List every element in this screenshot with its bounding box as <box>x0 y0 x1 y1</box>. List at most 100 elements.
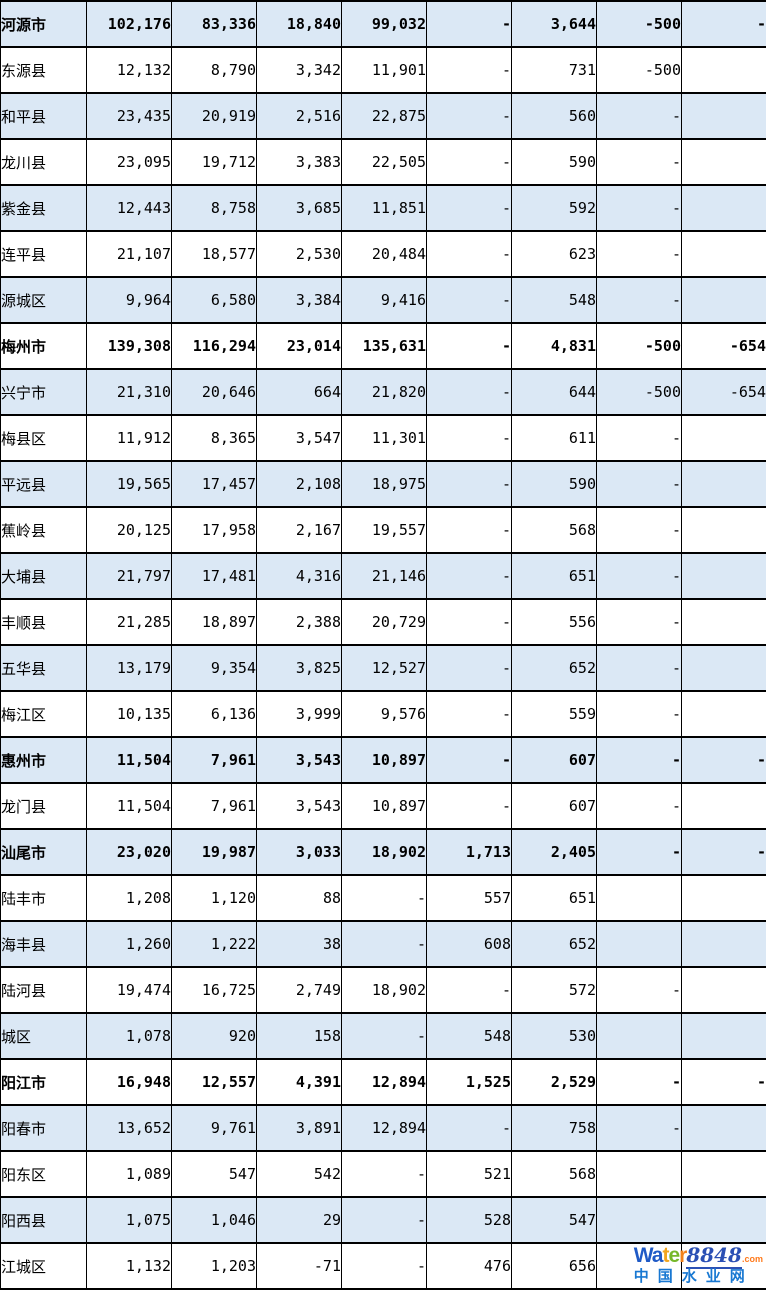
value-cell: 568 <box>511 506 597 554</box>
region-name-cell: 紫金县 <box>0 184 87 232</box>
region-name-cell: 城区 <box>0 1012 87 1060</box>
value-cell: 560 <box>511 92 597 140</box>
table-row: 龙川县 23,095 19,712 3,383 22,505-590- <box>0 138 766 186</box>
value-cell: 1,203 <box>171 1242 257 1290</box>
value-cell: 21,146 <box>341 552 427 600</box>
table-row: 五华县 13,179 9,354 3,825 12,527-652- <box>0 644 766 692</box>
value-cell: -500 <box>596 46 682 94</box>
region-name-cell: 陆河县 <box>0 966 87 1014</box>
value-cell: 17,958 <box>171 506 257 554</box>
value-cell: 11,912 <box>86 414 172 462</box>
table-row: 连平县 21,107 18,577 2,530 20,484-623- <box>0 230 766 278</box>
value-cell <box>681 920 766 968</box>
value-cell: 3,891 <box>256 1104 342 1152</box>
value-cell <box>681 966 766 1014</box>
value-cell: 644 <box>511 368 597 416</box>
table-row: 东源县 12,132 8,790 3,342 11,901-731 -500 <box>0 46 766 94</box>
value-cell: 12,527 <box>341 644 427 692</box>
value-cell: 99,032 <box>341 0 427 48</box>
region-name-cell: 梅州市 <box>0 322 87 370</box>
value-cell: 2,529 <box>511 1058 597 1106</box>
value-cell: 1,260 <box>86 920 172 968</box>
value-cell: 19,565 <box>86 460 172 508</box>
value-cell <box>681 1012 766 1060</box>
value-cell: 557 <box>426 874 512 922</box>
region-name-cell: 陆丰市 <box>0 874 87 922</box>
value-cell: - <box>426 0 512 48</box>
value-cell <box>596 1150 682 1198</box>
value-cell: 18,902 <box>341 966 427 1014</box>
value-cell: 4,316 <box>256 552 342 600</box>
value-cell: 17,457 <box>171 460 257 508</box>
value-cell: 3,547 <box>256 414 342 462</box>
value-cell: - <box>341 920 427 968</box>
value-cell: 1,713 <box>426 828 512 876</box>
value-cell: - <box>426 460 512 508</box>
value-cell: 521 <box>426 1150 512 1198</box>
value-cell: - <box>596 736 682 784</box>
value-cell: 16,948 <box>86 1058 172 1106</box>
value-cell: 8,758 <box>171 184 257 232</box>
value-cell: 22,875 <box>341 92 427 140</box>
value-cell: 651 <box>511 552 597 600</box>
value-cell: 102,176 <box>86 0 172 48</box>
region-name-cell: 丰顺县 <box>0 598 87 646</box>
table-row: 梅江区 10,135 6,136 3,999 9,576-559- <box>0 690 766 738</box>
value-cell: - <box>596 230 682 278</box>
table-row: 惠州市 11,504 7,961 3,543 10,897-607- - <box>0 736 766 784</box>
value-cell: 548 <box>426 1012 512 1060</box>
value-cell: 611 <box>511 414 597 462</box>
value-cell: 18,897 <box>171 598 257 646</box>
value-cell: 1,132 <box>86 1242 172 1290</box>
value-cell: 19,557 <box>341 506 427 554</box>
region-name-cell: 海丰县 <box>0 920 87 968</box>
value-cell <box>596 1196 682 1244</box>
value-cell: - <box>426 46 512 94</box>
value-cell: 758 <box>511 1104 597 1152</box>
value-cell <box>596 874 682 922</box>
value-cell: 6,580 <box>171 276 257 324</box>
value-cell: - <box>596 782 682 830</box>
region-name-cell: 平远县 <box>0 460 87 508</box>
value-cell: 10,135 <box>86 690 172 738</box>
value-cell: - <box>596 828 682 876</box>
value-cell: 139,308 <box>86 322 172 370</box>
value-cell: 12,132 <box>86 46 172 94</box>
value-cell: 1,208 <box>86 874 172 922</box>
value-cell <box>681 506 766 554</box>
value-cell: - <box>596 184 682 232</box>
value-cell: - <box>341 1242 427 1290</box>
value-cell: 22,505 <box>341 138 427 186</box>
table-row: 兴宁市 21,310 20,646 664 21,820-644 -500 -654 <box>0 368 766 416</box>
value-cell: -654 <box>681 322 766 370</box>
table-row: 梅县区 11,912 8,365 3,547 11,301-611- <box>0 414 766 462</box>
value-cell: 7,961 <box>171 736 257 784</box>
value-cell: - <box>596 414 682 462</box>
value-cell: - <box>596 644 682 692</box>
value-cell: 21,285 <box>86 598 172 646</box>
value-cell: - <box>596 690 682 738</box>
table-row: 阳东区 1,089 547 542-521 568 <box>0 1150 766 1198</box>
value-cell: - <box>426 736 512 784</box>
value-cell: 572 <box>511 966 597 1014</box>
value-cell: 23,435 <box>86 92 172 140</box>
value-cell: 656 <box>511 1242 597 1290</box>
value-cell: - <box>341 1012 427 1060</box>
region-name-cell: 阳东区 <box>0 1150 87 1198</box>
table-row: 阳春市 13,652 9,761 3,891 12,894-758- <box>0 1104 766 1152</box>
value-cell: 19,712 <box>171 138 257 186</box>
value-cell: 547 <box>511 1196 597 1244</box>
value-cell: -654 <box>681 368 766 416</box>
value-cell <box>681 92 766 140</box>
value-cell: - <box>426 230 512 278</box>
region-name-cell: 阳西县 <box>0 1196 87 1244</box>
value-cell: 607 <box>511 736 597 784</box>
value-cell: 18,902 <box>341 828 427 876</box>
value-cell: 20,484 <box>341 230 427 278</box>
value-cell <box>681 690 766 738</box>
value-cell: -71 <box>256 1242 342 1290</box>
table-row: 阳西县 1,075 1,046 29-528 547 <box>0 1196 766 1244</box>
value-cell: 83,336 <box>171 0 257 48</box>
value-cell: 18,577 <box>171 230 257 278</box>
